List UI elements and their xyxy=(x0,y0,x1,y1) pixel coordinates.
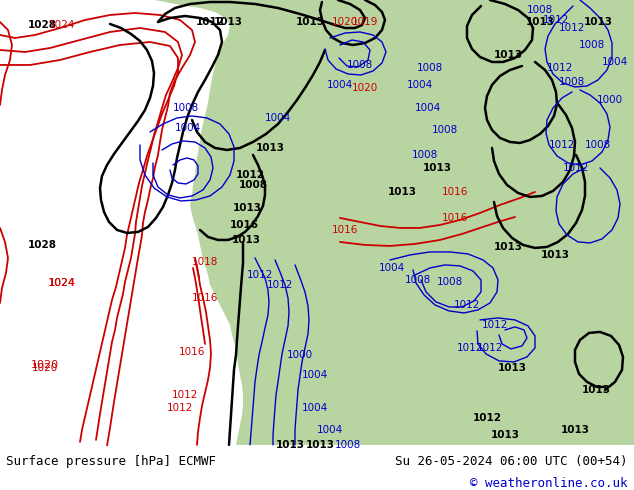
Text: 1013: 1013 xyxy=(493,50,522,60)
Text: 1013: 1013 xyxy=(233,203,261,213)
Text: 1013: 1013 xyxy=(498,363,526,373)
Text: 1004: 1004 xyxy=(327,80,353,90)
Text: 1004: 1004 xyxy=(302,403,328,413)
Text: 1013: 1013 xyxy=(306,440,335,450)
Text: 1013: 1013 xyxy=(526,17,555,27)
Text: 1012: 1012 xyxy=(472,413,501,423)
Text: 1008: 1008 xyxy=(405,275,431,285)
Text: 1004: 1004 xyxy=(407,80,433,90)
Text: 1004: 1004 xyxy=(379,263,405,273)
Text: Surface pressure [hPa] ECMWF: Surface pressure [hPa] ECMWF xyxy=(6,455,216,468)
Text: 1028: 1028 xyxy=(27,240,56,250)
Text: 1028: 1028 xyxy=(27,20,56,30)
Text: 1019: 1019 xyxy=(352,17,378,27)
Text: 1024: 1024 xyxy=(48,278,76,288)
Text: 1013: 1013 xyxy=(387,187,417,197)
Text: 1012: 1012 xyxy=(235,170,264,180)
Text: 1004: 1004 xyxy=(415,103,441,113)
Text: 1013: 1013 xyxy=(581,385,611,395)
Text: 1008: 1008 xyxy=(437,277,463,287)
Text: 1013: 1013 xyxy=(560,425,590,435)
Text: 1012: 1012 xyxy=(563,163,589,173)
Text: 1013: 1013 xyxy=(214,17,242,27)
Text: 1013: 1013 xyxy=(422,163,451,173)
Polygon shape xyxy=(155,0,634,445)
Text: 1016: 1016 xyxy=(332,225,358,235)
Text: 1012: 1012 xyxy=(267,280,293,290)
Text: 1004: 1004 xyxy=(317,425,343,435)
Text: 1013: 1013 xyxy=(231,235,261,245)
Text: 1013: 1013 xyxy=(491,430,519,440)
Text: 1016: 1016 xyxy=(442,187,468,197)
Text: 1008: 1008 xyxy=(335,440,361,450)
Text: 1012: 1012 xyxy=(457,343,483,353)
Text: 1012: 1012 xyxy=(477,343,503,353)
Text: 1016: 1016 xyxy=(179,347,205,357)
Text: 1024: 1024 xyxy=(49,278,75,288)
Text: 1000: 1000 xyxy=(287,350,313,360)
Text: 1012: 1012 xyxy=(543,15,569,25)
Text: 1012: 1012 xyxy=(172,390,198,400)
Text: 1024: 1024 xyxy=(49,20,75,30)
Text: 1008: 1008 xyxy=(432,125,458,135)
Text: 1008: 1008 xyxy=(527,5,553,15)
Text: 1008: 1008 xyxy=(238,180,268,190)
Text: 1016: 1016 xyxy=(442,213,468,223)
Text: 1016: 1016 xyxy=(230,220,259,230)
Text: 1004: 1004 xyxy=(175,123,201,133)
Text: 1008: 1008 xyxy=(412,150,438,160)
Text: 1013: 1013 xyxy=(541,250,569,260)
Text: 1012: 1012 xyxy=(454,300,480,310)
Text: 1008: 1008 xyxy=(347,60,373,70)
Text: 1008: 1008 xyxy=(417,63,443,73)
Text: 1012: 1012 xyxy=(247,270,273,280)
Text: © weatheronline.co.uk: © weatheronline.co.uk xyxy=(470,477,628,490)
Text: 1013: 1013 xyxy=(256,143,285,153)
Text: 1004: 1004 xyxy=(265,113,291,123)
Text: 1020: 1020 xyxy=(352,83,378,93)
Text: 1012: 1012 xyxy=(547,63,573,73)
Text: 1020: 1020 xyxy=(32,363,58,373)
Text: 1016: 1016 xyxy=(192,293,218,303)
Text: 1008: 1008 xyxy=(585,140,611,150)
Text: 1000: 1000 xyxy=(597,95,623,105)
Text: 1012: 1012 xyxy=(549,140,575,150)
Text: 1018: 1018 xyxy=(192,257,218,267)
Text: 1013: 1013 xyxy=(276,440,304,450)
Text: 1013: 1013 xyxy=(583,17,612,27)
Text: 1008: 1008 xyxy=(173,103,199,113)
Text: 1008: 1008 xyxy=(559,77,585,87)
Text: 1008: 1008 xyxy=(579,40,605,50)
Text: 1012: 1012 xyxy=(559,23,585,33)
Text: 1013: 1013 xyxy=(493,242,522,252)
Text: Su 26-05-2024 06:00 UTC (00+54): Su 26-05-2024 06:00 UTC (00+54) xyxy=(395,455,628,468)
Text: 1004: 1004 xyxy=(602,57,628,67)
Text: 1020: 1020 xyxy=(31,360,59,370)
Text: 1012: 1012 xyxy=(167,403,193,413)
Text: 1004: 1004 xyxy=(302,370,328,380)
Text: 1012: 1012 xyxy=(482,320,508,330)
Text: 1012: 1012 xyxy=(195,17,224,27)
Text: 1020: 1020 xyxy=(332,17,358,27)
Text: 1013: 1013 xyxy=(295,17,325,27)
